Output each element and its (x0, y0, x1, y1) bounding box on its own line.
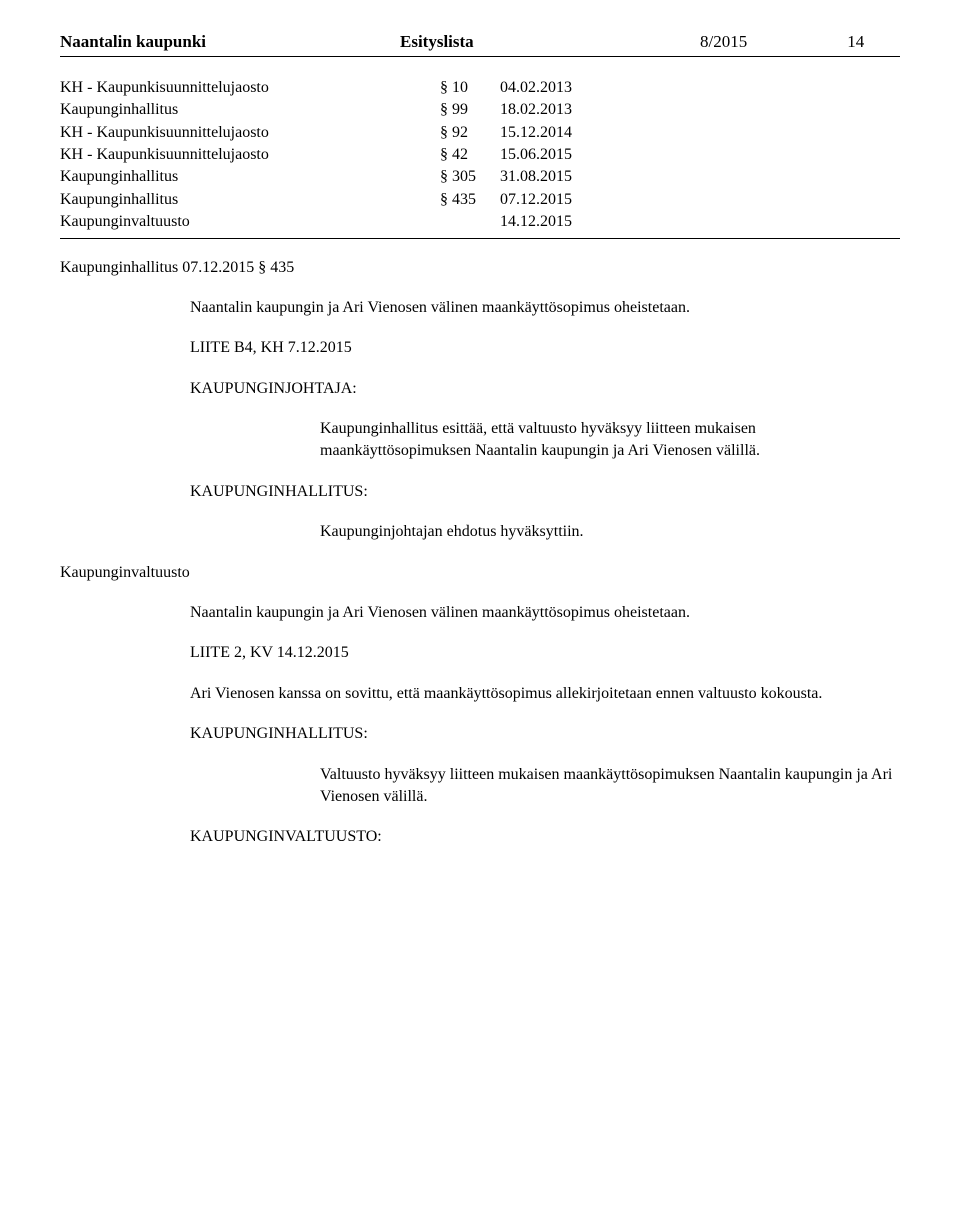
role-label: KAUPUNGINHALLITUS: (190, 481, 900, 503)
history-name: KH - Kaupunkisuunnittelujaosto (60, 144, 440, 166)
body-heading: Kaupunginvaltuusto (60, 562, 900, 584)
history-name: KH - Kaupunkisuunnittelujaosto (60, 77, 440, 99)
paragraph: Ari Vienosen kanssa on sovittu, että maa… (190, 683, 900, 705)
history-date: 18.02.2013 (500, 99, 620, 121)
header-doc-type: Esityslista (360, 30, 700, 54)
history-date: 04.02.2013 (500, 77, 620, 99)
history-section: § 305 (440, 166, 500, 188)
role-text: Kaupunginhallitus esittää, että valtuust… (320, 418, 900, 463)
role-text: Valtuusto hyväksyy liitteen mukaisen maa… (320, 764, 900, 809)
history-row: Kaupunginvaltuusto 14.12.2015 (60, 211, 900, 233)
paragraph: Naantalin kaupungin ja Ari Vienosen väli… (190, 602, 900, 624)
history-date: 14.12.2015 (500, 211, 620, 233)
history-name: Kaupunginhallitus (60, 99, 440, 121)
history-row: Kaupunginhallitus § 99 18.02.2013 (60, 99, 900, 121)
header-page-number: 14 (847, 30, 864, 54)
history-row: Kaupunginhallitus § 305 31.08.2015 (60, 166, 900, 188)
history-date: 07.12.2015 (500, 189, 620, 211)
history-section: § 10 (440, 77, 500, 99)
header-doc-number: 8/2015 (700, 30, 747, 54)
role-label: KAUPUNGINJOHTAJA: (190, 378, 900, 400)
history-section: § 435 (440, 189, 500, 211)
attachment-ref: LIITE B4, KH 7.12.2015 (190, 337, 900, 359)
paragraph: Naantalin kaupungin ja Ari Vienosen väli… (190, 297, 900, 319)
history-row: KH - Kaupunkisuunnittelujaosto § 10 04.0… (60, 77, 900, 99)
attachment-ref: LIITE 2, KV 14.12.2015 (190, 642, 900, 664)
history-section: § 42 (440, 144, 500, 166)
history-date: 31.08.2015 (500, 166, 620, 188)
history-row: Kaupunginhallitus § 435 07.12.2015 (60, 189, 900, 211)
divider (60, 238, 900, 239)
history-name: Kaupunginhallitus (60, 166, 440, 188)
history-name: KH - Kaupunkisuunnittelujaosto (60, 122, 440, 144)
section-reference: Kaupunginhallitus 07.12.2015 § 435 (60, 257, 900, 279)
history-name: Kaupunginhallitus (60, 189, 440, 211)
history-table: KH - Kaupunkisuunnittelujaosto § 10 04.0… (60, 77, 900, 234)
history-row: KH - Kaupunkisuunnittelujaosto § 92 15.1… (60, 122, 900, 144)
history-section: § 99 (440, 99, 500, 121)
role-label: KAUPUNGINHALLITUS: (190, 723, 900, 745)
page-header: Naantalin kaupunki Esityslista 8/2015 14 (60, 30, 900, 57)
history-date: 15.06.2015 (500, 144, 620, 166)
history-date: 15.12.2014 (500, 122, 620, 144)
header-right: 8/2015 14 (700, 30, 900, 54)
history-section (440, 211, 500, 233)
history-section: § 92 (440, 122, 500, 144)
role-text: Kaupunginjohtajan ehdotus hyväksyttiin. (320, 521, 900, 543)
role-label: KAUPUNGINVALTUUSTO: (190, 826, 900, 848)
history-row: KH - Kaupunkisuunnittelujaosto § 42 15.0… (60, 144, 900, 166)
history-name: Kaupunginvaltuusto (60, 211, 440, 233)
header-organization: Naantalin kaupunki (60, 30, 360, 54)
